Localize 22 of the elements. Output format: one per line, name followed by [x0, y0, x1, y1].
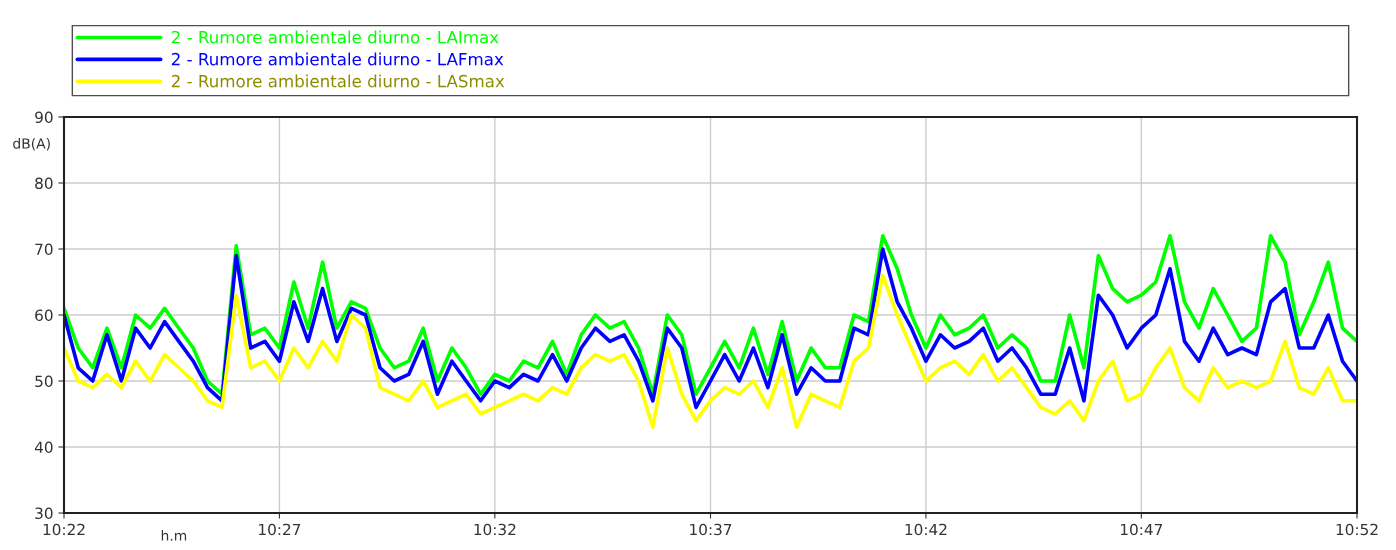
y-tick-label: 90: [35, 111, 53, 124]
x-tick-label: 10:37: [690, 523, 732, 536]
x-tick-label: 10:32: [474, 523, 516, 536]
legend-label: 2 - Rumore ambientale diurno - LASmax: [171, 74, 505, 88]
legend-label: 2 - Rumore ambientale diurno - LAFmax: [171, 52, 504, 66]
y-axis-title: dB(A): [13, 138, 50, 151]
text: h.m: [161, 530, 187, 541]
y-tick-label: 50: [35, 375, 53, 388]
x-tick-label: 10:42: [905, 523, 947, 536]
legend-label: 2 - Rumore ambientale diurno - LAImax: [171, 30, 499, 44]
y-tick-label: 30: [35, 507, 53, 520]
line-series: [64, 233, 1357, 397]
y-tick-label: 60: [35, 309, 53, 322]
x-tick-label: 10:27: [259, 523, 301, 536]
x-tick-label: 10:47: [1120, 523, 1163, 536]
x-tick-label: 10:52: [1336, 523, 1378, 536]
y-tick-label: 80: [35, 177, 53, 190]
line-series: [64, 273, 1357, 430]
x-tick-label: 10:22: [43, 523, 85, 536]
y-tick-label: 40: [34, 441, 53, 454]
line-series: [64, 247, 1357, 410]
y-tick-label: 70: [35, 243, 53, 256]
